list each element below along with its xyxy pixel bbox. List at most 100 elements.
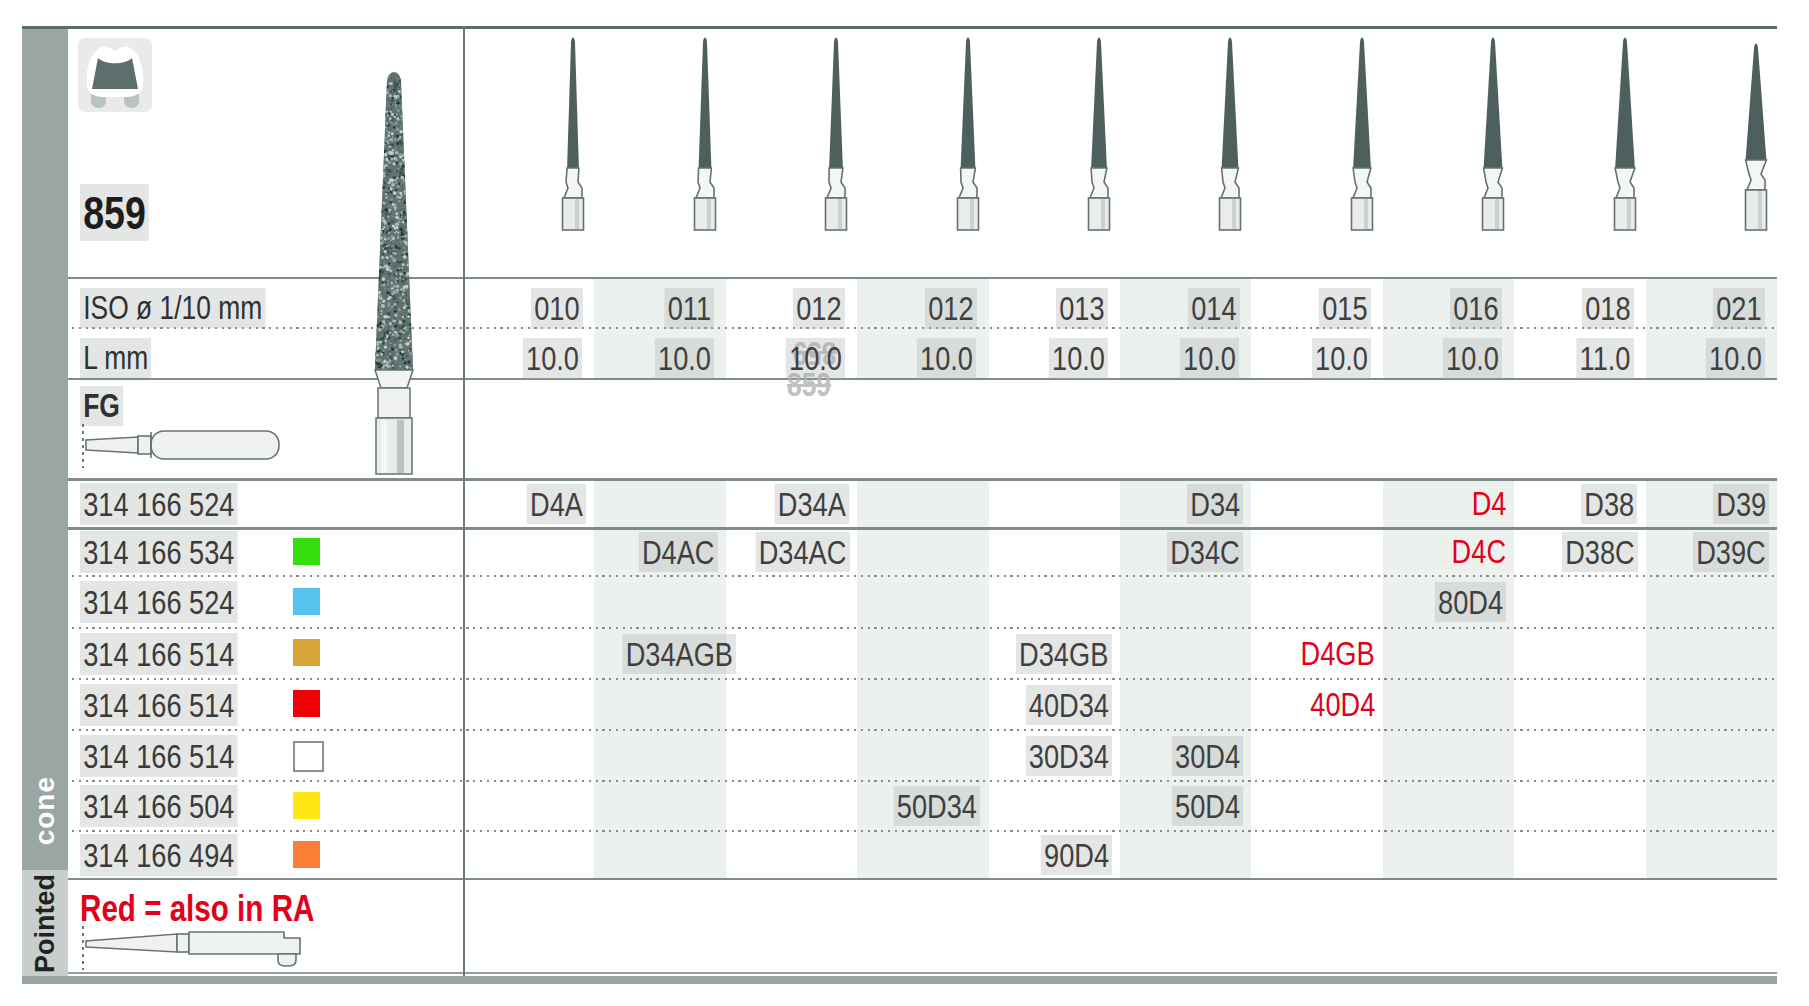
product-code: D34 (1120, 484, 1243, 524)
iso-value: 012 (726, 288, 845, 329)
tooth-icon (78, 38, 152, 112)
bur-image (1338, 30, 1386, 238)
product-code: 80D4 (1383, 582, 1506, 622)
row-divider (72, 780, 1777, 782)
l-value: 10.0 (594, 338, 713, 379)
iso-value: 010 (463, 288, 582, 329)
bur-image (1469, 30, 1517, 238)
l-value: 10.0 (1646, 338, 1765, 379)
product-number-text: 859 (80, 184, 149, 241)
color-chip-white (293, 741, 324, 772)
column-bur (1206, 30, 1254, 238)
color-chip-green (293, 538, 320, 565)
color-chip-red (293, 690, 320, 717)
l-value: 10.0 (726, 338, 845, 379)
bur-image (812, 30, 860, 238)
iso-value: 021 (1646, 288, 1765, 329)
l-value: 10.0 (1383, 338, 1502, 379)
bur-image (1601, 30, 1649, 238)
column-bur (1732, 30, 1780, 238)
product-code: D4A (463, 484, 586, 524)
row-line (68, 878, 1777, 880)
iso-value: 012 (857, 288, 976, 329)
bur-image (1206, 30, 1254, 238)
product-code: D34A (726, 484, 849, 524)
row-line (68, 478, 1777, 481)
l-value: 10.0 (1120, 338, 1239, 379)
bur-image (1075, 30, 1123, 238)
product-code: D38 (1514, 484, 1637, 524)
product-number: 859 (80, 184, 166, 241)
catalog-page: conePointed 859859 859ISO ø 1/10 mmL mmF… (0, 0, 1809, 1006)
l-label-text: L mm (80, 338, 151, 378)
row-divider (72, 729, 1777, 731)
row-line (68, 277, 1777, 279)
column-bur (1601, 30, 1649, 238)
bur-image (681, 30, 729, 238)
product-code: 90D4 (989, 835, 1112, 875)
product-code: D4AC (594, 532, 717, 572)
color-chip-orange (293, 841, 320, 868)
iso-value: 016 (1383, 288, 1502, 329)
row-line (68, 527, 1777, 530)
cone-label: cone (29, 776, 61, 845)
large-bur-image (364, 52, 424, 478)
l-value: 10.0 (1251, 338, 1370, 379)
row-divider (72, 575, 1777, 577)
product-code: 30D34 (989, 736, 1112, 776)
iso-label-text: ISO ø 1/10 mm (80, 288, 265, 328)
fg-label-text: FG (80, 386, 123, 426)
pointed-label: Pointed (30, 874, 61, 973)
bur-image (944, 30, 992, 238)
product-code: 30D4 (1120, 736, 1243, 776)
table-bottom-band (22, 976, 1777, 984)
sidebar-shape-label: Pointed (22, 871, 68, 975)
l-value: 11.0 (1514, 338, 1633, 379)
product-code: D4GB (1251, 634, 1374, 672)
iso-value: 014 (1120, 288, 1239, 329)
iso-row-label: ISO ø 1/10 mm (80, 288, 312, 328)
product-code: 50D4 (1120, 786, 1243, 826)
color-chip-ochre (293, 639, 320, 666)
column-bur (1469, 30, 1517, 238)
table-top-border (22, 26, 1777, 29)
order-number: 314 166 504 (80, 785, 277, 827)
product-code: D34AGB (594, 634, 717, 674)
product-code: D39C (1646, 532, 1769, 572)
column-bur (1075, 30, 1123, 238)
fg-shank-drawing (80, 422, 290, 470)
product-code: D34GB (989, 634, 1112, 674)
ra-shank-icon (80, 924, 325, 974)
product-code: D38C (1514, 532, 1637, 572)
product-code: D4C (1383, 532, 1506, 570)
l-row-label: L mm (80, 338, 169, 378)
fg-shank-icon (80, 422, 290, 470)
sidebar-group-label: cone (22, 741, 68, 881)
column-bur (812, 30, 860, 238)
column-bur (1338, 30, 1386, 238)
order-number: 314 166 514 (80, 735, 277, 777)
iso-value: 018 (1514, 288, 1633, 329)
product-table: conePointed 859859 859ISO ø 1/10 mmL mmF… (22, 26, 1777, 958)
order-number: 314 166 514 (80, 633, 277, 675)
product-code: D4 (1383, 484, 1506, 522)
iso-value: 013 (989, 288, 1108, 329)
product-code: 50D34 (857, 786, 980, 826)
order-number: 314 166 514 (80, 684, 277, 726)
product-code: 40D4 (1251, 685, 1374, 723)
order-number: 314 166 534 (80, 531, 277, 573)
ra-shank-drawing (80, 924, 325, 974)
bur-image (1732, 30, 1780, 238)
product-code: D34C (1120, 532, 1243, 572)
l-value: 10.0 (857, 338, 976, 379)
product-code: D39 (1646, 484, 1769, 524)
bur-image (549, 30, 597, 238)
column-bur (944, 30, 992, 238)
l-value: 10.0 (463, 338, 582, 379)
column-bur (681, 30, 729, 238)
iso-value: 011 (594, 288, 713, 329)
row-divider (72, 830, 1777, 832)
l-value: 10.0 (989, 338, 1108, 379)
order-number: 314 166 494 (80, 834, 277, 876)
order-number: 314 166 524 (80, 483, 277, 525)
